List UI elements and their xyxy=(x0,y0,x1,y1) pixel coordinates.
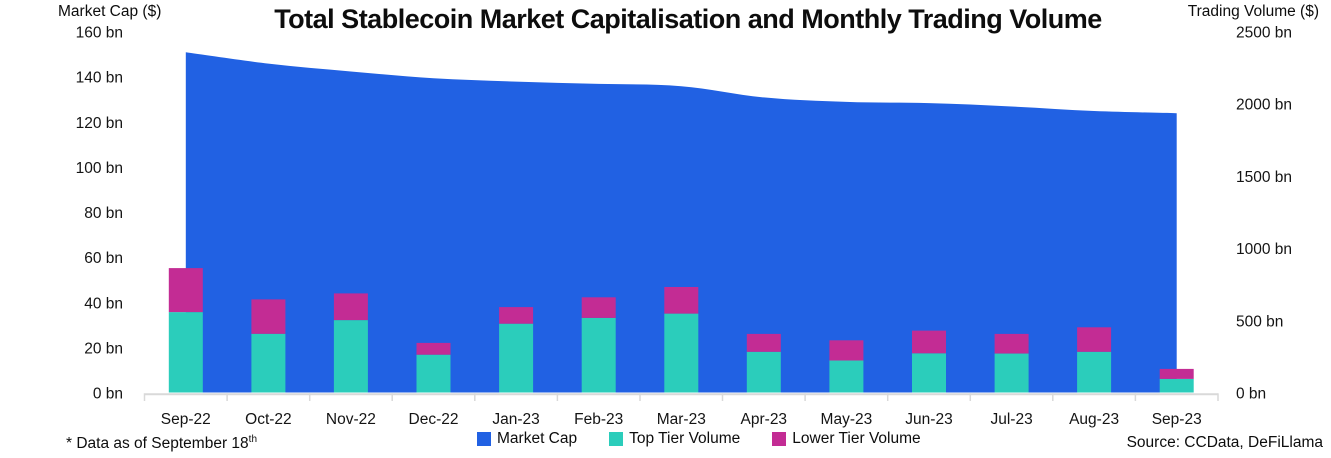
legend-item-lower-tier-volume: Lower Tier Volume xyxy=(772,430,921,448)
bar-top-tier-volume xyxy=(581,317,616,393)
legend-label: Lower Tier Volume xyxy=(792,430,921,447)
x-tick-label: Apr-23 xyxy=(741,411,788,428)
footnote: * Data as of September 18th xyxy=(66,434,257,453)
y-right-tick-label: 1500 bn xyxy=(1236,169,1292,186)
x-tick-label: Mar-23 xyxy=(657,411,706,428)
bar-lower-tier-volume xyxy=(499,307,534,324)
x-tick-label: Aug-23 xyxy=(1069,411,1119,428)
bar-top-tier-volume xyxy=(416,354,451,393)
bar-top-tier-volume xyxy=(1077,351,1112,393)
y-left-tick-label: 20 bn xyxy=(84,340,123,357)
right-axis-title: Trading Volume ($) xyxy=(1187,3,1319,20)
x-tick-label: May-23 xyxy=(821,411,873,428)
bar-top-tier-volume xyxy=(746,351,781,393)
bar-lower-tier-volume xyxy=(746,333,781,352)
x-tick-label: Dec-22 xyxy=(409,411,459,428)
y-right-tick-label: 2000 bn xyxy=(1236,97,1292,114)
bar-lower-tier-volume xyxy=(168,268,203,313)
legend-item-market-cap: Market Cap xyxy=(477,430,577,448)
bar-top-tier-volume xyxy=(251,333,286,393)
top-tier-volume-swatch-icon xyxy=(609,432,624,446)
bar-lower-tier-volume xyxy=(1159,368,1194,379)
bar-lower-tier-volume xyxy=(994,333,1029,354)
left-axis-title: Market Cap ($) xyxy=(58,3,162,20)
x-tick-label: Oct-22 xyxy=(245,411,292,428)
market-cap-area xyxy=(185,52,1177,393)
chart-title: Total Stablecoin Market Capitalisation a… xyxy=(274,4,1102,34)
bar-top-tier-volume xyxy=(1159,378,1194,393)
y-left-tick-label: 100 bn xyxy=(76,160,123,177)
legend-label: Top Tier Volume xyxy=(629,430,741,447)
y-left-tick-label: 0 bn xyxy=(93,386,123,403)
bar-lower-tier-volume xyxy=(829,340,864,361)
x-tick-label: Feb-23 xyxy=(574,411,623,428)
bar-top-tier-volume xyxy=(829,360,864,393)
bar-top-tier-volume xyxy=(499,323,534,393)
footnote-superscript: th xyxy=(248,434,258,445)
y-right-tick-label: 500 bn xyxy=(1236,313,1283,330)
y-left-tick-label: 80 bn xyxy=(84,205,123,222)
y-right-tick-label: 2500 bn xyxy=(1236,25,1292,42)
bar-lower-tier-volume xyxy=(912,330,946,354)
bar-top-tier-volume xyxy=(994,353,1029,393)
bar-lower-tier-volume xyxy=(1077,327,1112,352)
lower-tier-volume-swatch-icon xyxy=(772,432,787,446)
bar-lower-tier-volume xyxy=(333,293,368,321)
source-credit: Source: CCData, DeFiLlama xyxy=(1126,434,1323,451)
legend-item-top-tier-volume: Top Tier Volume xyxy=(609,430,740,448)
x-tick-label: Nov-22 xyxy=(326,411,376,428)
market-cap-swatch-icon xyxy=(477,432,491,446)
bar-lower-tier-volume xyxy=(251,299,286,334)
y-left-tick-label: 120 bn xyxy=(76,115,123,132)
bar-top-tier-volume xyxy=(168,312,203,393)
y-left-tick-label: 140 bn xyxy=(76,70,123,87)
bar-top-tier-volume xyxy=(664,313,699,393)
y-left-tick-label: 40 bn xyxy=(84,295,123,312)
bar-lower-tier-volume xyxy=(416,342,451,355)
y-right-tick-label: 0 bn xyxy=(1236,386,1266,403)
bar-top-tier-volume xyxy=(333,320,368,393)
y-left-tick-label: 60 bn xyxy=(84,250,123,267)
x-tick-label: Sep-23 xyxy=(1152,411,1202,428)
bar-lower-tier-volume xyxy=(664,287,699,314)
x-tick-label: Jan-23 xyxy=(492,411,539,428)
bar-top-tier-volume xyxy=(912,353,946,393)
y-left-tick-label: 160 bn xyxy=(76,25,123,42)
x-tick-label: Jul-23 xyxy=(990,411,1032,428)
chart-legend: Market Cap Top Tier Volume Lower Tier Vo… xyxy=(477,430,921,448)
x-tick-label: Sep-22 xyxy=(161,411,211,428)
y-right-tick-label: 1000 bn xyxy=(1236,241,1292,258)
legend-label: Market Cap xyxy=(497,430,578,447)
footnote-text: * Data as of September 18 xyxy=(66,435,249,453)
x-tick-label: Jun-23 xyxy=(905,411,952,428)
bar-lower-tier-volume xyxy=(581,297,616,318)
